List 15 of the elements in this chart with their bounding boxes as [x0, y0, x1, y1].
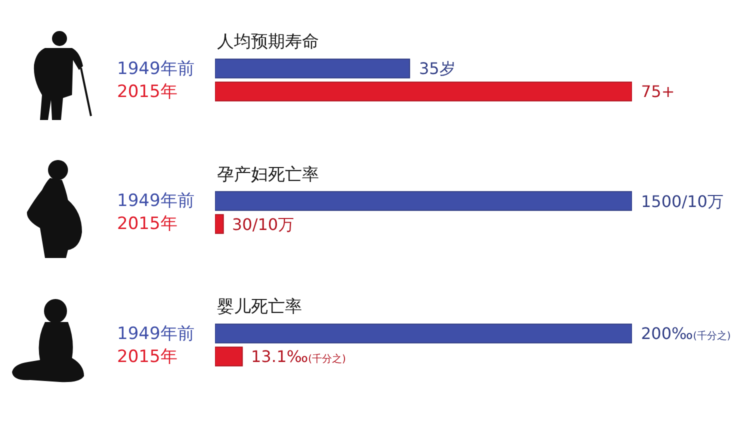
- chart-title: 孕产妇死亡率: [217, 165, 319, 185]
- data-label: 1500/10万: [641, 192, 724, 211]
- y-tick-label: 1949年前: [117, 191, 194, 211]
- data-label: 13.1‰(千分之): [251, 347, 346, 366]
- chart-title: 人均预期寿命: [217, 32, 319, 52]
- y-tick-label: 1949年前: [117, 324, 194, 344]
- y-tick-label: 2015年: [117, 82, 178, 102]
- y-tick-label: 2015年: [117, 214, 178, 234]
- data-label: 35岁: [419, 59, 456, 78]
- y-tick-label: 2015年: [117, 347, 178, 367]
- data-label: 30/10万: [232, 215, 294, 234]
- chart-title: 婴儿死亡率: [217, 297, 302, 317]
- data-label: 75+: [641, 82, 675, 101]
- y-tick-label: 1949年前: [117, 59, 194, 79]
- data-label: 200‰(千分之): [641, 324, 731, 343]
